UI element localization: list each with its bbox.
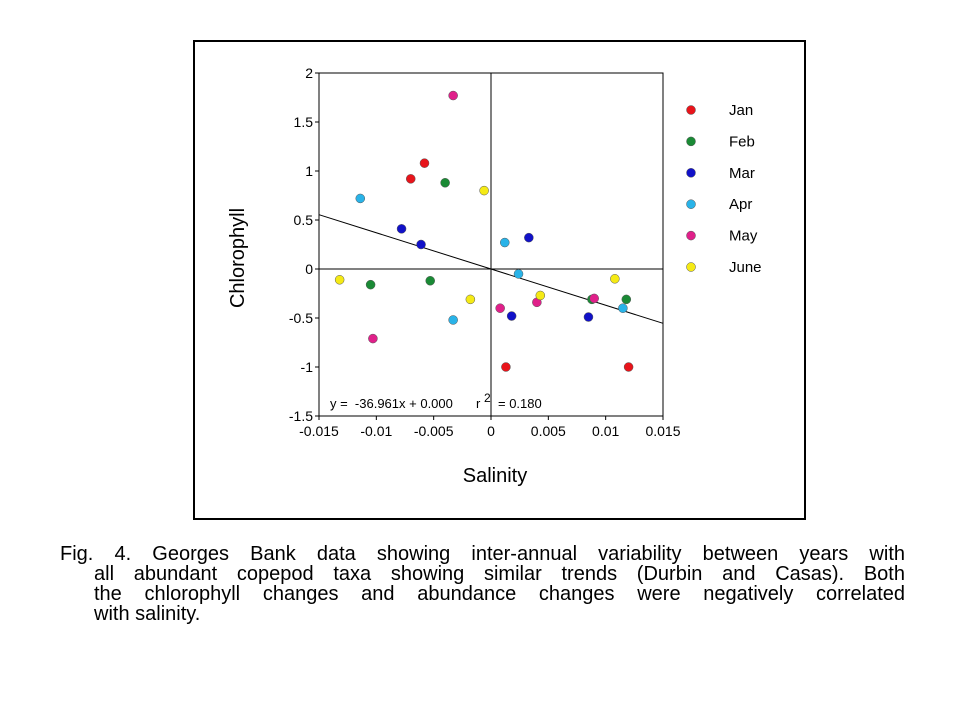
- x-tick-label: 0.015: [645, 423, 680, 439]
- data-point-may: [589, 293, 599, 304]
- data-point-jan: [405, 174, 416, 184]
- y-tick-label: 0.5: [294, 212, 314, 228]
- x-tick-label: -0.015: [299, 423, 339, 439]
- legend-marker-june: [686, 262, 696, 272]
- legend-marker-may: [686, 230, 696, 241]
- y-tick-label: -1.5: [289, 408, 313, 424]
- legend-label-feb: Feb: [729, 133, 755, 150]
- data-point-mar: [506, 311, 517, 321]
- legend-marker-mar: [686, 168, 696, 178]
- figure-caption: Fig. 4. Georges Bank data showing inter-…: [60, 544, 905, 624]
- caption-line: the chlorophyll changes and abundance ch…: [94, 583, 905, 605]
- caption-line: Fig. 4. Georges Bank data showing inter-…: [60, 543, 905, 565]
- x-axis-label: Salinity: [463, 465, 527, 487]
- data-point-may: [448, 90, 458, 101]
- y-tick-label: -1: [301, 359, 314, 375]
- caption-line: all abundant copepod taxa showing simila…: [94, 563, 905, 585]
- legend-marker-apr: [686, 199, 696, 209]
- data-point-apr: [355, 193, 366, 204]
- r-squared-superscript: 2: [484, 391, 491, 405]
- data-point-june: [479, 185, 489, 196]
- x-tick-label: -0.005: [414, 423, 454, 439]
- data-point-apr: [513, 269, 524, 279]
- data-point-may: [495, 303, 505, 313]
- data-point-apr: [500, 237, 510, 248]
- legend-marker-jan: [686, 105, 696, 115]
- scatter-chart: -1.5 -1 -0.5 0 0.5 1 1.5 2 -0.015 -0.01 -0.005 0 0.0…: [227, 65, 762, 487]
- x-tick-label: -0.01: [360, 423, 392, 439]
- data-point-june: [610, 274, 620, 284]
- data-point-jan: [623, 362, 634, 372]
- r-squared-label: r: [476, 396, 481, 411]
- data-point-apr: [618, 303, 628, 313]
- data-point-feb: [621, 294, 632, 305]
- x-tick-label: 0.005: [531, 423, 566, 439]
- data-point-feb: [425, 276, 435, 286]
- x-tick-label: 0.01: [592, 423, 619, 439]
- data-point-jan: [419, 158, 430, 168]
- legend-label-mar: Mar: [729, 165, 755, 182]
- data-point-jan: [501, 362, 511, 372]
- data-point-june: [535, 290, 546, 301]
- r-squared-value: = 0.180: [498, 396, 542, 411]
- legend-label-jan: Jan: [729, 102, 753, 119]
- data-point-feb: [365, 279, 376, 290]
- y-axis-label: Chlorophyll: [227, 208, 249, 308]
- legend-label-apr: Apr: [729, 196, 752, 213]
- regression-line: [318, 214, 664, 324]
- data-point-feb: [440, 178, 450, 188]
- legend-label-may: May: [729, 228, 758, 245]
- y-tick-label: 2: [305, 65, 313, 81]
- data-point-june: [465, 294, 476, 305]
- y-tick-label: 0: [305, 261, 313, 277]
- caption-line: with salinity.: [94, 603, 201, 625]
- y-tick-label: 1: [305, 163, 313, 179]
- data-point-mar: [583, 312, 594, 322]
- data-point-june: [334, 275, 345, 285]
- chart-frame: -1.5 -1 -0.5 0 0.5 1 1.5 2 -0.015 -0.01 -0.005 0 0.0…: [193, 40, 806, 520]
- legend-label-june: June: [729, 259, 762, 276]
- y-tick-label: -0.5: [289, 310, 313, 326]
- data-point-mar: [524, 232, 534, 243]
- data-point-may: [368, 333, 378, 344]
- data-point-apr: [448, 315, 458, 325]
- y-tick-label: 1.5: [294, 114, 314, 130]
- regression-equation: y = -36.961x + 0.000: [330, 396, 453, 411]
- legend-marker-feb: [686, 136, 696, 147]
- x-tick-label: 0: [487, 423, 495, 439]
- data-point-mar: [416, 239, 426, 250]
- data-point-mar: [396, 224, 407, 234]
